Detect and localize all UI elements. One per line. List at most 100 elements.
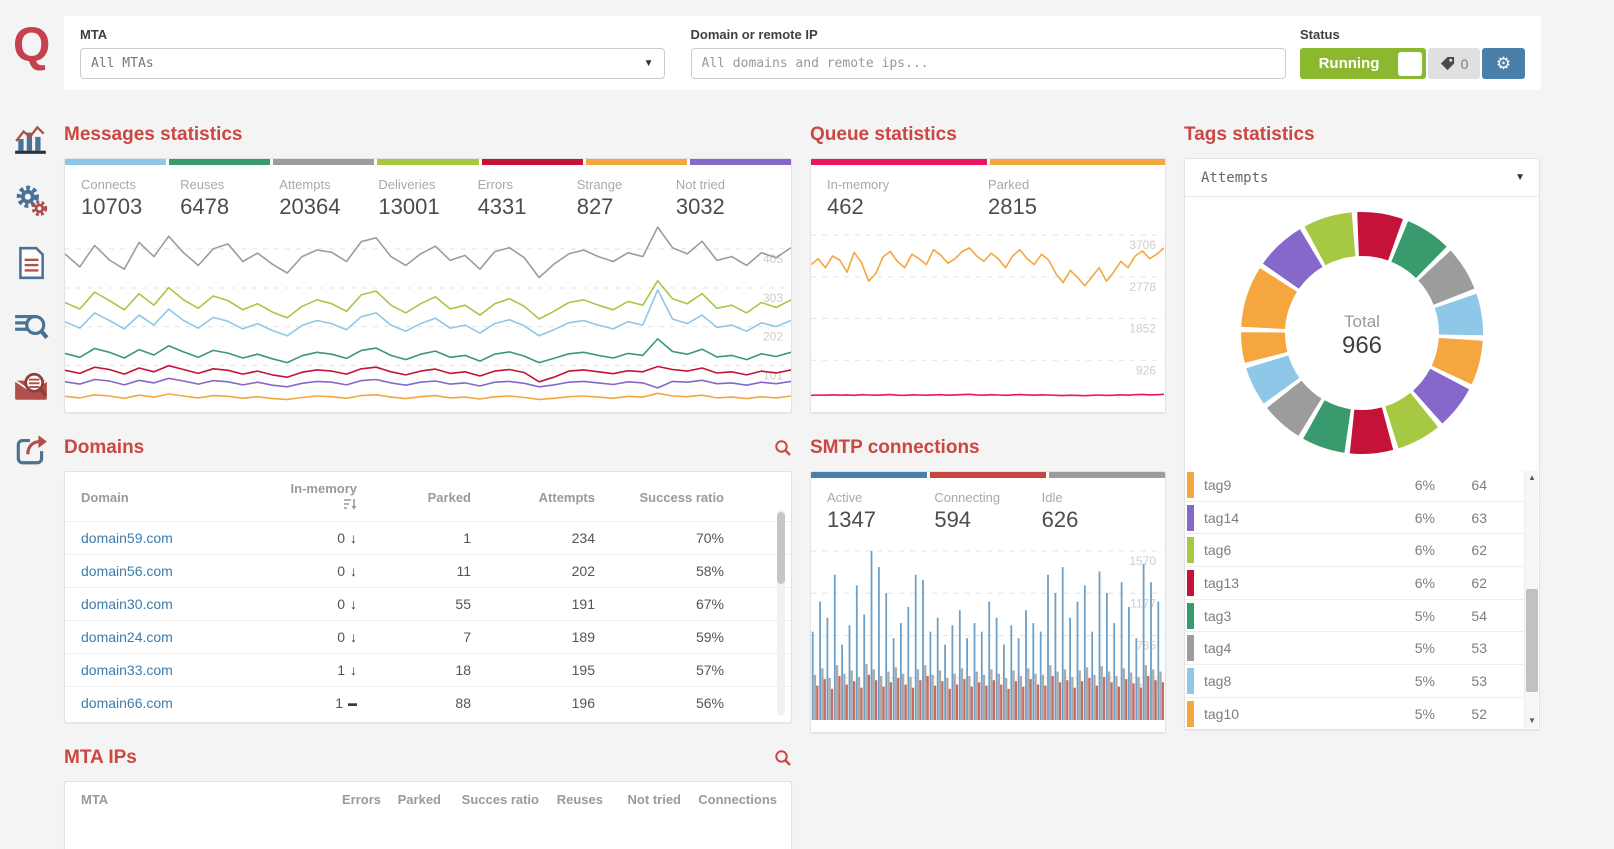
stat-color-bar-errors xyxy=(481,159,583,165)
col-not-tried[interactable]: Not tried xyxy=(627,792,681,807)
tag-row-tag8[interactable]: tag8 5% 53 xyxy=(1185,665,1539,698)
donut-segment[interactable] xyxy=(1240,332,1288,363)
donut-segment[interactable] xyxy=(1349,407,1394,455)
tag-name: tag3 xyxy=(1204,607,1232,624)
scroll-up-icon[interactable]: ▲ xyxy=(1528,473,1536,482)
col-in-memory[interactable]: In-memory xyxy=(275,472,357,522)
stat-label: Not tried xyxy=(675,177,725,192)
mta-ips-search-button[interactable] xyxy=(774,749,792,767)
col-success-ratio[interactable]: Success ratio xyxy=(639,489,724,505)
tag-percent: 5% xyxy=(1414,607,1435,624)
tag-color-chip xyxy=(1187,700,1194,727)
queue-statistics-card: In-memory 462 Parked 2815 3706 2778 1852 926 xyxy=(810,158,1166,413)
scroll-down-icon[interactable]: ▼ xyxy=(1528,716,1536,725)
donut-segment[interactable] xyxy=(1303,400,1351,453)
scrollbar-thumb[interactable] xyxy=(1526,589,1538,693)
col-succes-ratio[interactable]: Succes ratio xyxy=(461,792,539,807)
tags-scrollbar[interactable]: ▲ ▼ xyxy=(1524,471,1538,728)
tag-row-tag13[interactable]: tag13 6% 62 xyxy=(1185,567,1539,600)
toggle-knob xyxy=(1398,51,1422,76)
stat-value: 10703 xyxy=(81,194,143,219)
domains-header-row: Domain In-memory Parked Attempts Success… xyxy=(65,472,791,522)
tag-row-tag3[interactable]: tag3 5% 54 xyxy=(1185,600,1539,633)
domains-search-button[interactable] xyxy=(774,439,792,457)
col-attempts[interactable]: Attempts xyxy=(538,489,595,505)
tag-row-tag10[interactable]: tag10 5% 52 xyxy=(1185,698,1539,729)
donut-segment[interactable] xyxy=(1385,392,1439,449)
donut-segment[interactable] xyxy=(1267,380,1322,436)
domains-scrollbar[interactable] xyxy=(777,510,785,716)
settings-button[interactable]: ⚙ xyxy=(1482,48,1525,79)
smtp-connections-card: Active 1347 Connecting 594 Idle 626 157011777… xyxy=(810,471,1166,733)
stat-label: Errors xyxy=(477,177,513,192)
tag-row-tag14[interactable]: tag14 6% 63 xyxy=(1185,502,1539,535)
tag-row-tag6[interactable]: tag6 6% 62 xyxy=(1185,534,1539,568)
tag-count: 0 xyxy=(1460,55,1469,72)
col-mta[interactable]: MTA xyxy=(81,792,109,807)
domains-panel-title: Domains xyxy=(64,437,145,458)
donut-segment[interactable] xyxy=(1357,212,1403,261)
stat-label: Attempts xyxy=(279,177,331,192)
donut-segment[interactable] xyxy=(1241,268,1297,329)
tag-row-tag9[interactable]: tag9 6% 64 xyxy=(1185,469,1539,502)
app-logo[interactable]: Q xyxy=(13,19,51,72)
log-document-icon[interactable] xyxy=(12,244,50,282)
status-toggle[interactable]: Running xyxy=(1300,48,1426,79)
tags-metric-select[interactable]: Attempts ▼ xyxy=(1185,159,1539,197)
donut-segment[interactable] xyxy=(1413,368,1470,424)
chevron-down-icon: ▼ xyxy=(643,58,654,69)
domain-search-input[interactable] xyxy=(690,48,1286,79)
message-search-icon[interactable] xyxy=(12,368,50,406)
success-ratio-value: 67% xyxy=(595,587,724,621)
col-parked[interactable]: Parked xyxy=(397,792,441,807)
stat-value: 13001 xyxy=(378,194,440,219)
stat-value: 626 xyxy=(1041,507,1079,532)
col-domain[interactable]: Domain xyxy=(81,489,129,505)
settings-gears-icon[interactable] xyxy=(12,182,50,220)
domain-table-row: domain56.com 0 ↓ 11 202 58% xyxy=(65,554,791,588)
donut-segment[interactable] xyxy=(1418,250,1475,305)
success-ratio-value: 57% xyxy=(595,653,724,687)
domain-link[interactable]: domain66.com xyxy=(81,695,173,711)
domain-link[interactable]: domain59.com xyxy=(81,530,173,546)
svg-text:3706: 3706 xyxy=(1129,238,1156,252)
tag-count-badge[interactable]: 0 xyxy=(1428,48,1480,79)
domain-link[interactable]: domain56.com xyxy=(81,563,173,579)
stat-value: 3032 xyxy=(675,194,725,219)
share-icon[interactable] xyxy=(12,430,50,468)
domain-label: Domain or remote IP xyxy=(690,27,818,42)
domain-link[interactable]: domain24.com xyxy=(81,629,173,645)
domain-link[interactable]: domain33.com xyxy=(81,662,173,678)
tag-name: tag4 xyxy=(1204,640,1232,657)
tag-row-tag4[interactable]: tag4 5% 53 xyxy=(1185,632,1539,666)
domain-link[interactable]: domain30.com xyxy=(81,596,173,612)
col-connections[interactable]: Connections xyxy=(698,792,777,807)
tag-percent: 6% xyxy=(1414,574,1435,591)
col-reuses[interactable]: Reuses xyxy=(556,792,603,807)
donut-segment[interactable] xyxy=(1431,338,1483,385)
col-errors[interactable]: Errors xyxy=(341,792,381,807)
sidebar xyxy=(0,120,62,468)
mta-select[interactable]: All MTAs ▼ xyxy=(80,48,665,79)
tag-name: tag6 xyxy=(1204,542,1232,559)
statistics-icon[interactable] xyxy=(12,120,50,158)
scrollbar-thumb[interactable] xyxy=(777,512,785,584)
donut-segment[interactable] xyxy=(1304,212,1356,266)
donut-segment[interactable] xyxy=(1262,229,1323,289)
queue-search-icon[interactable] xyxy=(12,306,50,344)
donut-segment[interactable] xyxy=(1246,355,1300,404)
stat-value: 1347 xyxy=(827,507,876,532)
col-parked[interactable]: Parked xyxy=(427,489,471,505)
donut-segment[interactable] xyxy=(1391,221,1447,278)
stat-not-tried: Not tried 3032 xyxy=(676,177,775,220)
donut-segment[interactable] xyxy=(1434,293,1484,336)
queue-line-chart: 3706 2778 1852 926 xyxy=(811,234,1164,397)
parked-value: 88 xyxy=(357,686,471,719)
in-memory-value: 1 xyxy=(337,662,345,678)
tag-color-chip xyxy=(1187,504,1194,531)
stat-label: Connecting xyxy=(934,490,1001,505)
stat-active: Active 1347 xyxy=(827,490,934,533)
stat-value: 2815 xyxy=(988,194,1037,219)
stat-label: Strange xyxy=(576,177,623,192)
